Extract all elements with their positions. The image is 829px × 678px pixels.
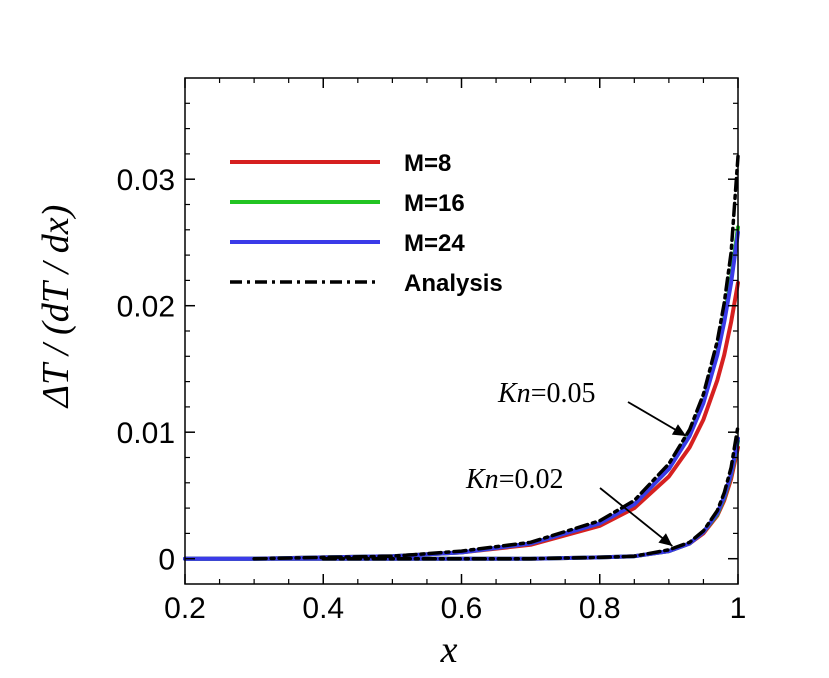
- x-axis-title: x: [440, 629, 458, 671]
- y-tick-label: 0.02: [117, 291, 175, 324]
- series-line-m-8-002: [183, 445, 740, 561]
- annotation-arrow: [599, 487, 673, 547]
- annotation-label: Kn=0.02: [465, 464, 563, 495]
- y-axis-title: ΔT / (dT / dx): [35, 205, 77, 410]
- legend-label: Analysis: [404, 270, 503, 297]
- legend-label: M=16: [404, 190, 465, 217]
- y-tick-label: 0.01: [117, 417, 175, 450]
- x-tick-label: 0.4: [302, 592, 344, 625]
- axes: 0.2 0.4 0.6 0.8 1 0 0.01 0.02 0.03: [117, 77, 747, 625]
- series-line-analysis-002: [321, 424, 740, 561]
- y-tick-label: 0.03: [117, 164, 175, 197]
- series-line-m-24-002: [183, 436, 740, 561]
- plot-series: [183, 154, 740, 561]
- x-tick-label: 0.6: [441, 592, 483, 625]
- legend: M=8 M=16 M=24 Analysis: [230, 150, 503, 297]
- annotation-label: Kn=0.05: [497, 378, 595, 409]
- annotation-arrowhead: [671, 424, 687, 436]
- y-tick-label: 0: [158, 544, 175, 577]
- series-line-analysis-005: [252, 154, 740, 561]
- legend-label: M=8: [404, 150, 451, 177]
- x-tick-label: 0.8: [579, 592, 621, 625]
- legend-label: M=24: [404, 230, 465, 257]
- series-line-m-16-002: [183, 439, 740, 561]
- plot-frame: [184, 77, 739, 585]
- x-tick-label: 1: [730, 592, 747, 625]
- x-tick-label: 0.2: [164, 592, 206, 625]
- annotation-arrowhead: [658, 533, 673, 547]
- series-line-m-8-005: [183, 280, 740, 561]
- annotations: Kn=0.05 Kn=0.02: [465, 378, 687, 547]
